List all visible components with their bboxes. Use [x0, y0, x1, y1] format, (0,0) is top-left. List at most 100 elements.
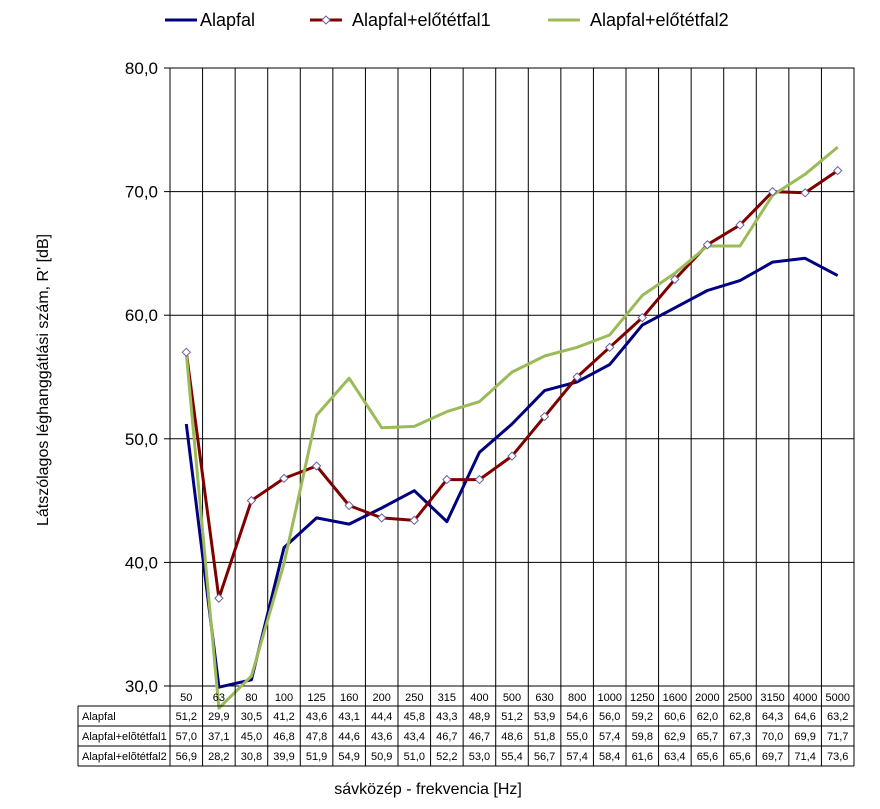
x-axis-title: sávközép - frekvencia [Hz] [334, 781, 522, 798]
table-cell: 28,2 [208, 751, 229, 763]
table-cell: 56,9 [176, 751, 197, 763]
table-cell: 59,2 [632, 711, 653, 723]
series-line-1 [184, 256, 839, 689]
x-tick-label: 630 [535, 692, 553, 704]
series-lines [181, 145, 843, 710]
table-cell: 57,4 [599, 731, 620, 743]
table-cell: 54,9 [338, 751, 359, 763]
data-point-marker [181, 347, 191, 357]
y-tick-label: 50,0 [125, 430, 158, 449]
data-point-marker [279, 473, 289, 484]
data-point-marker [702, 240, 713, 250]
x-tick-label: 500 [503, 692, 521, 704]
table-cell: 71,4 [794, 751, 815, 763]
table-cell: 65,6 [729, 751, 750, 763]
table-cell: 44,4 [371, 711, 392, 723]
table-cell: 59,8 [632, 731, 653, 743]
table-cell: 52,2 [436, 751, 457, 763]
legend-label: Alapfal [200, 10, 255, 30]
y-tick-label: 60,0 [125, 306, 158, 325]
data-point-marker [572, 372, 582, 382]
data-table: 50 63 80 100 125 160 200 250 315 400 500 630 800 1000… [77, 686, 855, 767]
table-cell: 62,0 [697, 711, 718, 723]
x-tick-label: 63 [213, 692, 225, 704]
table-cell: 60,6 [664, 711, 685, 723]
table-cell: 30,8 [241, 751, 262, 763]
legend-marker [321, 15, 331, 25]
x-tick-label: 250 [405, 692, 423, 704]
table-row-label: Alapfal [82, 711, 116, 723]
data-point-marker [377, 513, 387, 523]
table-cell: 70,0 [762, 731, 783, 743]
data-point-marker [344, 500, 354, 511]
y-tick-label: 80,0 [125, 59, 158, 78]
table-cell: 73,6 [827, 751, 848, 763]
table-cell: 51,0 [404, 751, 425, 763]
table-cell: 41,2 [273, 711, 294, 723]
x-tick-label: 5000 [825, 692, 849, 704]
table-cell: 51,2 [176, 711, 197, 723]
table-cell: 54,6 [566, 711, 587, 723]
table-cell: 58,4 [599, 751, 620, 763]
table-cell: 64,3 [762, 711, 783, 723]
table-cell: 46,8 [273, 731, 294, 743]
y-axis-ticks: 30,0 40,0 50,0 60,0 70,0 80,0 [125, 59, 158, 696]
legend: Alapfal Alapfal+előtétfal1 Alapfal+előtétf… [165, 10, 729, 30]
table-cell: 45,8 [404, 711, 425, 723]
table-cell: 61,6 [632, 751, 653, 763]
table-cell: 57,0 [176, 731, 197, 743]
data-point-marker [246, 495, 257, 506]
table-cell: 48,6 [501, 731, 522, 743]
data-point-marker [214, 593, 224, 603]
table-cell: 64,6 [794, 711, 815, 723]
data-point-marker [474, 474, 485, 485]
data-point-marker [605, 342, 615, 353]
y-tick-label: 30,0 [125, 677, 158, 696]
table-cell: 47,8 [306, 731, 327, 743]
x-tick-label: 80 [245, 692, 257, 704]
data-point-marker [409, 515, 419, 526]
data-point-marker [507, 451, 517, 461]
table-cell: 30,5 [241, 711, 262, 723]
table-cell: 69,7 [762, 751, 783, 763]
table-cell: 29,9 [208, 711, 229, 723]
x-tick-label: 1250 [630, 692, 654, 704]
grid [164, 67, 855, 687]
y-tick-label: 70,0 [125, 183, 158, 202]
table-cell: 63,4 [664, 751, 685, 763]
table-cell: 43,1 [338, 711, 359, 723]
x-tick-label: 50 [180, 692, 192, 704]
table-cell: 48,9 [469, 711, 490, 723]
table-cell: 51,9 [306, 751, 327, 763]
y-axis-title: Látszólagos léghanggátlási szám, R' [dB] [35, 234, 52, 526]
data-point-marker [800, 188, 810, 198]
table-cell: 43,6 [371, 731, 392, 743]
legend-label: Alapfal+előtétfal2 [590, 10, 729, 30]
legend-label: Alapfal+előtétfal1 [352, 10, 491, 30]
data-point-marker [311, 461, 322, 471]
data-point-marker [637, 312, 647, 323]
table-cell: 39,9 [273, 751, 294, 763]
x-tick-label: 2500 [728, 692, 752, 704]
table-cell: 56,7 [534, 751, 555, 763]
table-cell: 51,2 [501, 711, 522, 723]
x-tick-label: 4000 [793, 692, 817, 704]
table-cell: 62,9 [664, 731, 685, 743]
table-cell: 53,9 [534, 711, 555, 723]
data-point-marker [833, 165, 843, 176]
table-row-label: Alapfal+elõtétfal1 [82, 731, 167, 743]
table-cell: 55,0 [566, 731, 587, 743]
data-point-marker [767, 186, 778, 197]
table-cell: 43,4 [404, 731, 425, 743]
table-cell: 63,2 [827, 711, 848, 723]
x-tick-label: 315 [438, 692, 456, 704]
data-point-marker [735, 220, 745, 230]
table-cell: 45,0 [241, 731, 262, 743]
table-cell: 37,1 [208, 731, 229, 743]
table-cell: 44,6 [338, 731, 359, 743]
table-cell: 46,7 [469, 731, 490, 743]
x-tick-label: 1600 [663, 692, 687, 704]
x-tick-label: 200 [373, 692, 391, 704]
